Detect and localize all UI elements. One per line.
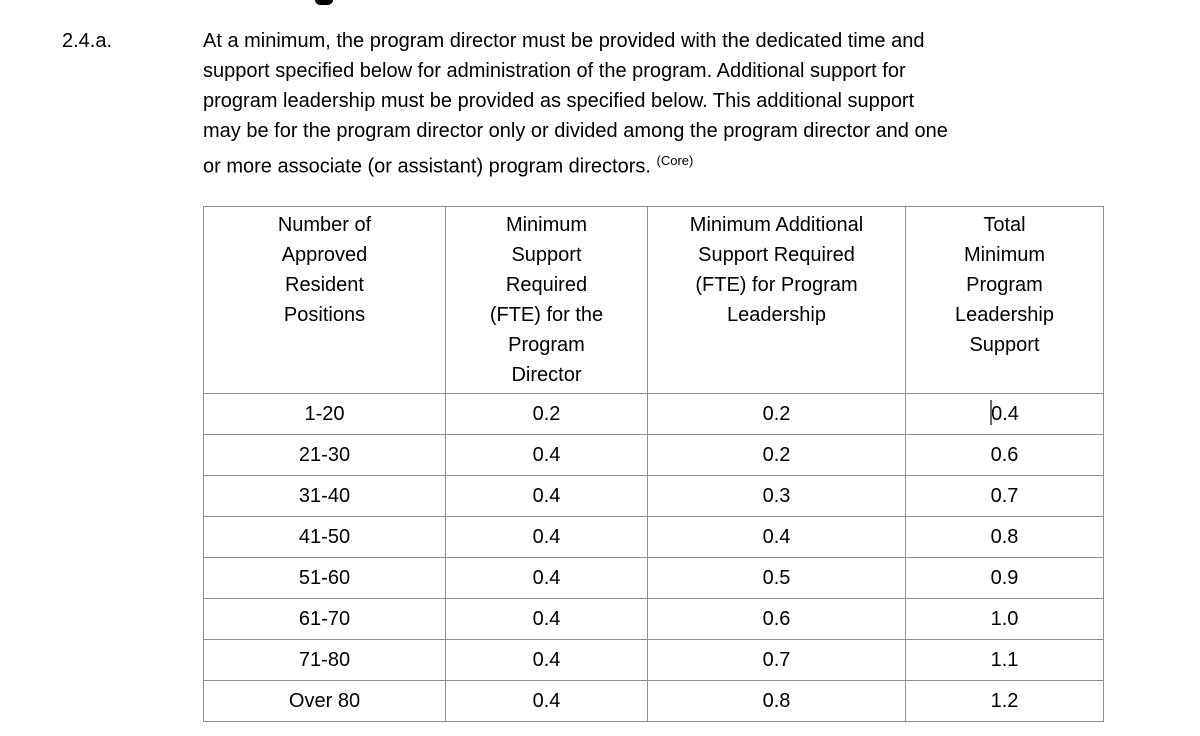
cell-value: 0.4 [532,526,561,548]
clause-paragraph[interactable]: At a minimum, the program director must … [203,26,1163,182]
table-cell[interactable]: 41-50 [203,516,446,558]
cell-value: 0.5 [762,567,791,589]
table-cell[interactable]: 0.4 [445,680,648,722]
clipped-heading-glyph [315,0,333,5]
table-cell[interactable]: 0.7 [647,639,906,681]
table-cell[interactable]: 0.8 [647,680,906,722]
table-cell[interactable]: 21-30 [203,434,446,476]
cell-value: 1.0 [990,608,1019,630]
column-header-additional-support[interactable]: Minimum Additional Support Required (FTE… [647,206,906,394]
table-cell[interactable]: 51-60 [203,557,446,599]
cell-value: 0.2 [762,403,791,425]
table-cell[interactable]: 0.4 [445,516,648,558]
cell-value: 0.4 [532,444,561,466]
clause-number[interactable]: 2.4.a. [62,30,113,52]
table-row: 71-80 0.4 0.7 1.1 [203,639,1104,681]
table-cell[interactable]: 0.9 [905,557,1104,599]
table-cell[interactable]: 31-40 [203,475,446,517]
table-body: 1-20 0.2 0.2 0.4 21-30 0.4 0.2 0.6 31-40… [203,393,1104,722]
text-cursor [990,400,993,426]
cell-value: Over 80 [288,690,361,712]
cell-value: 0.6 [990,444,1019,466]
cell-value: 0.2 [762,444,791,466]
cell-value: 61-70 [298,608,351,630]
table-cell[interactable]: 0.6 [905,434,1104,476]
cell-value: 0.8 [762,690,791,712]
cell-value: 0.7 [990,485,1019,507]
cell-value: 0.4 [532,567,561,589]
core-tag-superscript[interactable]: (Core) [656,153,694,168]
table-cell[interactable]: Over 80 [203,680,446,722]
cell-value: 71-80 [298,649,351,671]
table-cell[interactable]: 0.4 [445,475,648,517]
cell-value: 0.2 [532,403,561,425]
cell-value: 51-60 [298,567,351,589]
cell-value: 31-40 [298,485,351,507]
table-row: Over 80 0.4 0.8 1.2 [203,680,1104,722]
program-leadership-support-table: Number of Approved Resident Positions Mi… [203,206,1104,722]
table-cell[interactable]: 1.2 [905,680,1104,722]
table-cell[interactable]: 1.0 [905,598,1104,640]
table-cell[interactable]: 0.4 [445,598,648,640]
table-cell[interactable]: 0.4 [647,516,906,558]
table-row: 61-70 0.4 0.6 1.0 [203,598,1104,640]
table-cell[interactable]: 1.1 [905,639,1104,681]
table-header: Number of Approved Resident Positions Mi… [203,206,1104,394]
table-row: 51-60 0.4 0.5 0.9 [203,557,1104,599]
table-row: 21-30 0.4 0.2 0.6 [203,434,1104,476]
cell-value: 41-50 [298,526,351,548]
cell-value: 0.4 [762,526,791,548]
table-header-row: Number of Approved Resident Positions Mi… [203,206,1104,394]
table-cell[interactable]: 0.3 [647,475,906,517]
table-row: 1-20 0.2 0.2 0.4 [203,393,1104,435]
cell-value: 1.1 [990,649,1019,671]
table-row: 31-40 0.4 0.3 0.7 [203,475,1104,517]
table-cell[interactable]: 0.5 [647,557,906,599]
column-header-pd-support[interactable]: Minimum Support Required (FTE) for the P… [445,206,648,394]
cell-value: 0.4 [991,403,1019,425]
table-cell[interactable]: 0.4 [445,639,648,681]
table-cell[interactable]: 0.6 [647,598,906,640]
table-cell[interactable]: 0.4 [905,393,1104,435]
table-cell[interactable]: 0.8 [905,516,1104,558]
table-cell[interactable]: 0.2 [647,434,906,476]
cell-value: 0.4 [532,608,561,630]
cell-value: 21-30 [298,444,351,466]
column-header-total-support[interactable]: Total Minimum Program Leadership Support [905,206,1104,394]
table-cell[interactable]: 0.7 [905,475,1104,517]
table-cell[interactable]: 1-20 [203,393,446,435]
cell-value: 0.6 [762,608,791,630]
cell-value: 0.4 [532,690,561,712]
table-cell[interactable]: 0.2 [647,393,906,435]
table-cell[interactable]: 61-70 [203,598,446,640]
table-row: 41-50 0.4 0.4 0.8 [203,516,1104,558]
cell-value: 1.2 [990,690,1019,712]
table-cell[interactable]: 0.2 [445,393,648,435]
table-cell[interactable]: 71-80 [203,639,446,681]
cell-value: 0.4 [532,485,561,507]
cell-value: 1-20 [304,403,345,425]
table-cell[interactable]: 0.4 [445,434,648,476]
cell-value: 0.7 [762,649,791,671]
cell-value: 0.8 [990,526,1019,548]
column-header-resident-positions[interactable]: Number of Approved Resident Positions [203,206,446,394]
cell-value: 0.3 [762,485,791,507]
clause-text[interactable]: At a minimum, the program director must … [203,30,948,178]
cell-value: 0.9 [990,567,1019,589]
table-cell[interactable]: 0.4 [445,557,648,599]
cell-value: 0.4 [532,649,561,671]
